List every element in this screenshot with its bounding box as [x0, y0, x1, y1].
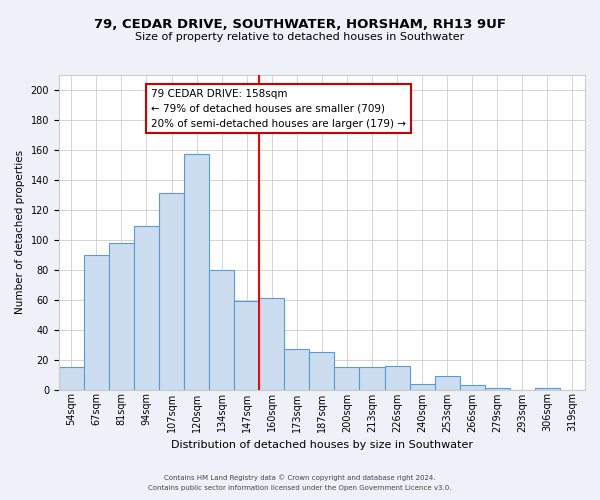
Bar	[259, 298, 284, 390]
Bar	[410, 384, 434, 390]
Bar	[209, 270, 234, 390]
Text: Contains HM Land Registry data © Crown copyright and database right 2024.: Contains HM Land Registry data © Crown c…	[164, 474, 436, 481]
Bar	[385, 366, 410, 390]
Bar	[334, 367, 359, 390]
Bar	[109, 242, 134, 390]
Bar	[485, 388, 510, 390]
Bar	[359, 367, 385, 390]
Text: Size of property relative to detached houses in Southwater: Size of property relative to detached ho…	[136, 32, 464, 42]
Bar	[184, 154, 209, 390]
Bar	[159, 194, 184, 390]
Bar	[134, 226, 159, 390]
Bar	[59, 367, 84, 390]
Bar	[310, 352, 334, 390]
Bar	[460, 385, 485, 390]
Y-axis label: Number of detached properties: Number of detached properties	[15, 150, 25, 314]
Bar	[284, 349, 310, 390]
Text: Contains public sector information licensed under the Open Government Licence v3: Contains public sector information licen…	[148, 485, 452, 491]
Text: 79, CEDAR DRIVE, SOUTHWATER, HORSHAM, RH13 9UF: 79, CEDAR DRIVE, SOUTHWATER, HORSHAM, RH…	[94, 18, 506, 30]
Bar	[234, 301, 259, 390]
Bar	[535, 388, 560, 390]
Bar	[84, 254, 109, 390]
X-axis label: Distribution of detached houses by size in Southwater: Distribution of detached houses by size …	[171, 440, 473, 450]
Text: 79 CEDAR DRIVE: 158sqm
← 79% of detached houses are smaller (709)
20% of semi-de: 79 CEDAR DRIVE: 158sqm ← 79% of detached…	[151, 89, 406, 129]
Bar	[434, 376, 460, 390]
